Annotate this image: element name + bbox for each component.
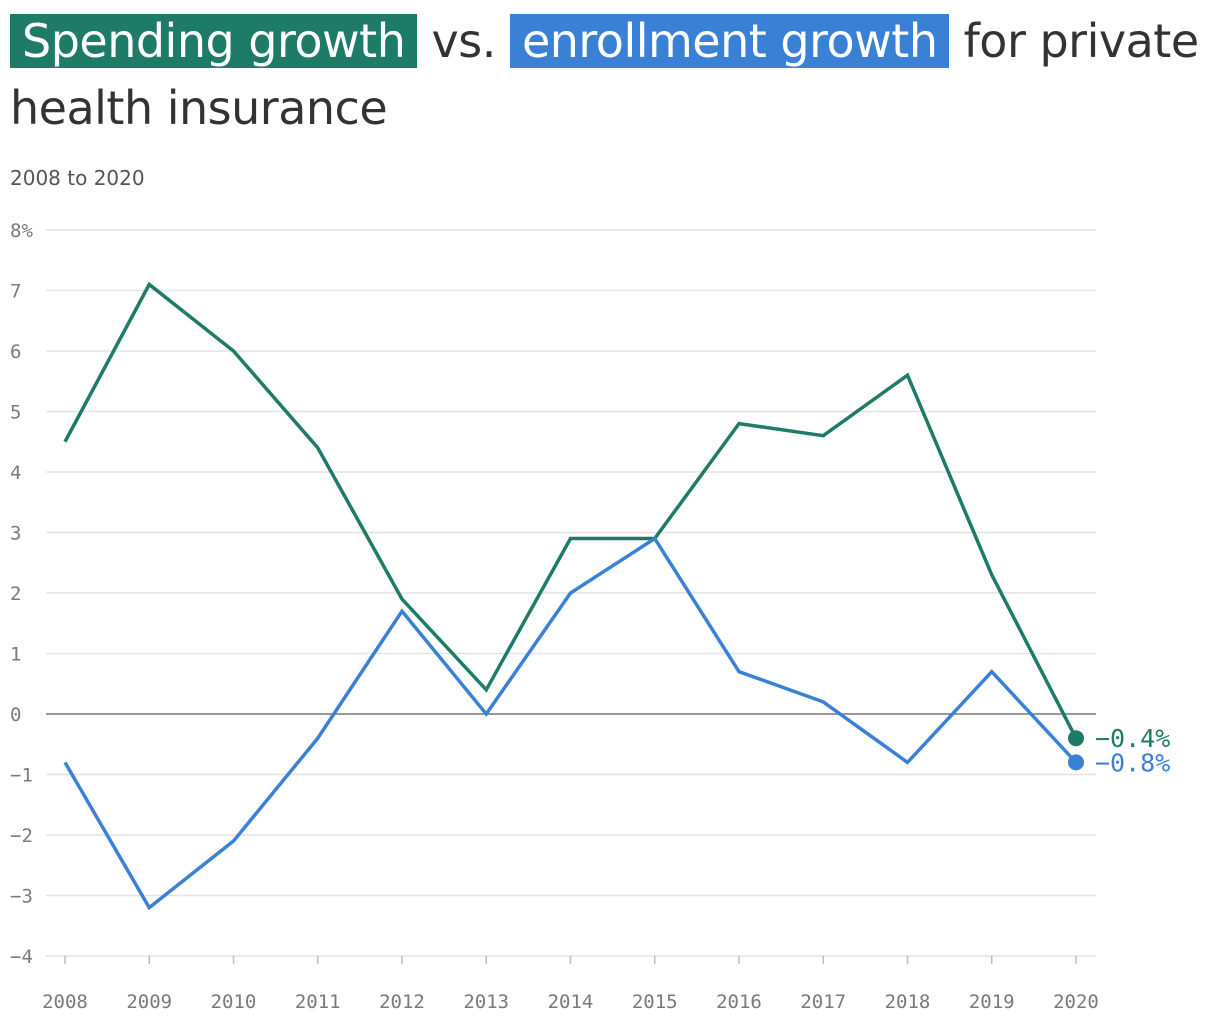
- y-tick-label: 5: [10, 402, 21, 424]
- y-tick-label: 8%: [10, 220, 33, 242]
- x-tick-label: 2012: [379, 991, 425, 1013]
- y-tick-label: −3: [10, 886, 33, 908]
- y-tick-label: 6: [10, 341, 21, 363]
- enrollment-growth-line: [63, 536, 1078, 911]
- chart-subtitle: 2008 to 2020: [10, 166, 145, 190]
- enrollment-end-dot: [1068, 754, 1084, 771]
- spending-end-dot: [1068, 730, 1084, 747]
- x-tick-label: 2020: [1053, 991, 1099, 1013]
- title-enrollment-highlight: enrollment growth: [509, 14, 950, 68]
- x-tick-label: 2013: [463, 991, 509, 1013]
- y-tick-label: 0: [10, 704, 21, 726]
- x-tick-label: 2019: [969, 991, 1015, 1013]
- x-tick-label: 2010: [211, 991, 257, 1013]
- x-tick-label: 2018: [885, 991, 931, 1013]
- y-tick-label: −1: [10, 765, 33, 787]
- x-tick-label: 2015: [632, 991, 678, 1013]
- chart-title: Spending growth vs. enrollment growth fo…: [10, 8, 1200, 142]
- title-spending-highlight: Spending growth: [10, 14, 418, 68]
- y-tick-label: 3: [10, 523, 21, 545]
- x-tick-label: 2017: [800, 991, 846, 1013]
- title-vs: vs.: [431, 14, 497, 68]
- x-tick-label: 2009: [126, 991, 172, 1013]
- y-tick-label: 2: [10, 583, 21, 605]
- y-tick-label: 1: [10, 644, 21, 666]
- y-tick-label: 4: [10, 462, 21, 484]
- spending-growth-line: [63, 281, 1078, 740]
- enrollment-end-label: −0.8%: [1095, 748, 1170, 777]
- spending-end-label: −0.4%: [1095, 724, 1170, 753]
- x-tick-label: 2014: [548, 991, 594, 1013]
- x-tick-label: 2016: [716, 991, 762, 1013]
- x-tick-label: 2008: [42, 991, 88, 1013]
- y-tick-label: 7: [10, 281, 21, 303]
- title-rest: for private health insurance: [10, 14, 1199, 135]
- y-tick-label: −4: [10, 946, 33, 968]
- x-tick-label: 2011: [295, 991, 341, 1013]
- y-tick-label: −2: [10, 825, 33, 847]
